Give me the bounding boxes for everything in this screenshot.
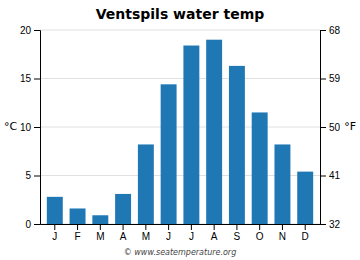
bar xyxy=(70,208,86,224)
grid-line xyxy=(40,127,320,128)
x-tick-label: D xyxy=(302,231,309,242)
y-tick: 0 xyxy=(25,219,40,230)
y-tick: 20 xyxy=(20,25,40,36)
y-tick: 5 xyxy=(25,170,40,181)
x-tick-mark xyxy=(168,224,169,230)
y-tick-mark xyxy=(34,30,40,31)
grid xyxy=(40,30,320,224)
y2-tick-label: 68 xyxy=(329,25,341,36)
x-tick-label: M xyxy=(142,231,150,242)
y-axis-title: °C xyxy=(4,120,18,133)
y2-tick-mark xyxy=(320,79,326,80)
y-tick-label: 0 xyxy=(25,219,31,230)
y2-tick-mark xyxy=(320,30,326,31)
x-tick: J xyxy=(189,224,194,242)
x-tick: D xyxy=(302,224,309,242)
y2-axis: 32 41 50 59 68 xyxy=(320,25,341,230)
x-tick: N xyxy=(279,224,286,242)
y-tick-mark xyxy=(34,79,40,80)
y2-tick-label: 41 xyxy=(329,170,341,181)
bar xyxy=(115,194,131,224)
x-tick-mark xyxy=(123,224,124,230)
x-tick: A xyxy=(120,224,127,242)
y-axis: 0 5 10 15 20 xyxy=(20,25,41,230)
x-tick: M xyxy=(96,224,104,242)
x-tick-mark xyxy=(145,224,146,230)
x-tick: O xyxy=(256,224,264,242)
x-tick-label: J xyxy=(52,231,57,242)
x-tick-label: J xyxy=(166,231,171,242)
x-tick: F xyxy=(75,224,81,242)
x-tick-mark xyxy=(305,224,306,230)
y-tick: 15 xyxy=(20,73,40,84)
y-tick-label: 20 xyxy=(20,25,32,36)
x-tick-label: M xyxy=(96,231,104,242)
x-tick-label: A xyxy=(211,231,218,242)
bar xyxy=(274,144,290,224)
x-tick-label: F xyxy=(75,231,81,242)
bar xyxy=(183,46,199,224)
x-tick-mark xyxy=(54,224,55,230)
bar xyxy=(47,197,63,224)
x-tick-label: O xyxy=(256,231,264,242)
bar xyxy=(297,172,313,224)
y2-tick: 41 xyxy=(320,170,341,181)
bars xyxy=(47,40,313,224)
bar xyxy=(138,144,154,224)
y2-tick-mark xyxy=(320,176,326,177)
bar xyxy=(252,112,268,224)
y-tick: 10 xyxy=(20,122,40,133)
y2-axis-title: °F xyxy=(344,120,356,133)
x-tick-label: J xyxy=(189,231,194,242)
x-tick-mark xyxy=(191,224,192,230)
bar xyxy=(229,66,245,224)
y2-tick-label: 59 xyxy=(329,73,341,84)
grid-line xyxy=(40,78,320,79)
bar xyxy=(161,84,177,224)
x-tick: M xyxy=(142,224,150,242)
x-tick-mark xyxy=(259,224,260,230)
x-tick-mark xyxy=(236,224,237,230)
title: Ventspils water temp xyxy=(96,6,265,22)
x-tick: J xyxy=(166,224,171,242)
bar xyxy=(92,215,108,224)
x-tick-mark xyxy=(214,224,215,230)
x-tick-mark xyxy=(282,224,283,230)
y2-tick-mark xyxy=(320,127,326,128)
y-tick-label: 15 xyxy=(20,73,32,84)
y-tick-label: 5 xyxy=(25,170,31,181)
annotation: © www.seatemperature.org xyxy=(124,248,236,257)
x-tick: J xyxy=(52,224,57,242)
y-tick-label: 10 xyxy=(20,122,32,133)
plot-area: J F M A M J J A S O N D 0 5 10 15 20 32 41 50 59 68 xyxy=(20,25,341,242)
y2-tick-mark xyxy=(320,224,326,225)
y2-tick: 32 xyxy=(320,219,341,230)
x-tick-label: S xyxy=(234,231,241,242)
y-tick-mark xyxy=(34,176,40,177)
y2-tick: 68 xyxy=(320,25,341,36)
y-tick-mark xyxy=(34,224,40,225)
y-tick-mark xyxy=(34,127,40,128)
x-axis-line xyxy=(41,224,321,225)
y2-tick: 59 xyxy=(320,73,341,84)
x-tick-mark xyxy=(77,224,78,230)
x-tick-label: A xyxy=(120,231,127,242)
grid-line xyxy=(40,30,320,31)
chart-svg: J F M A M J J A S O N D 0 5 10 15 20 32 41 50 59 68 °C °F Ventsp… xyxy=(0,0,360,260)
y2-tick: 50 xyxy=(320,122,341,133)
y2-axis-line xyxy=(321,31,327,225)
x-tick-mark xyxy=(100,224,101,230)
y-axis-line xyxy=(34,31,41,225)
x-axis: JFMAMJJASOND xyxy=(41,224,321,242)
x-tick-label: N xyxy=(279,231,286,242)
y2-tick-label: 32 xyxy=(329,219,341,230)
x-tick: A xyxy=(211,224,218,242)
y2-tick-label: 50 xyxy=(329,122,341,133)
x-tick: S xyxy=(234,224,241,242)
bar xyxy=(206,40,222,224)
